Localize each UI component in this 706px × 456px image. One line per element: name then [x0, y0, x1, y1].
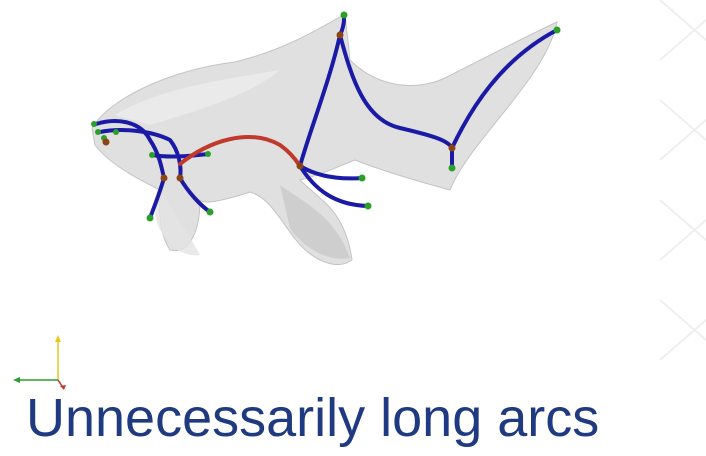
fish-ventral-fin [280, 185, 350, 259]
arc-head-to-gill [94, 119, 166, 180]
endpoint-node [149, 152, 155, 158]
skeleton-nodes [91, 11, 561, 222]
endpoint-node [146, 214, 154, 222]
junction-node [296, 162, 304, 170]
fish-pectoral-fin [155, 185, 200, 256]
xyz-axes-icon [13, 335, 66, 390]
junction-node [448, 144, 456, 152]
fish-mesh [91, 13, 558, 265]
endpoint-node [91, 121, 97, 127]
junction-node [176, 174, 184, 182]
arc-dorsal [298, 13, 347, 168]
endpoint-node [113, 129, 119, 135]
background-pattern [659, 0, 706, 361]
arc-dorsal2 [338, 33, 454, 150]
endpoint-node [364, 202, 372, 210]
endpoint-node [95, 129, 101, 135]
arc-belly2 [298, 164, 370, 208]
skeleton-arcs [94, 13, 559, 220]
junction-node [160, 174, 168, 182]
endpoint-node [205, 151, 211, 157]
arc-belly1 [298, 164, 364, 181]
endpoint-node [553, 26, 561, 34]
arc-tail [450, 28, 559, 150]
junction-node [102, 138, 110, 146]
slide-caption: Unnecessarily long arcs [26, 388, 600, 448]
endpoint-node [448, 164, 456, 172]
arc-gill-side [150, 152, 210, 159]
fish-highlight [115, 70, 280, 125]
endpoint-node [358, 174, 366, 182]
long-arc [178, 135, 302, 168]
junction-node [336, 31, 344, 39]
endpoint-node [206, 208, 214, 216]
endpoint-node [340, 11, 348, 19]
